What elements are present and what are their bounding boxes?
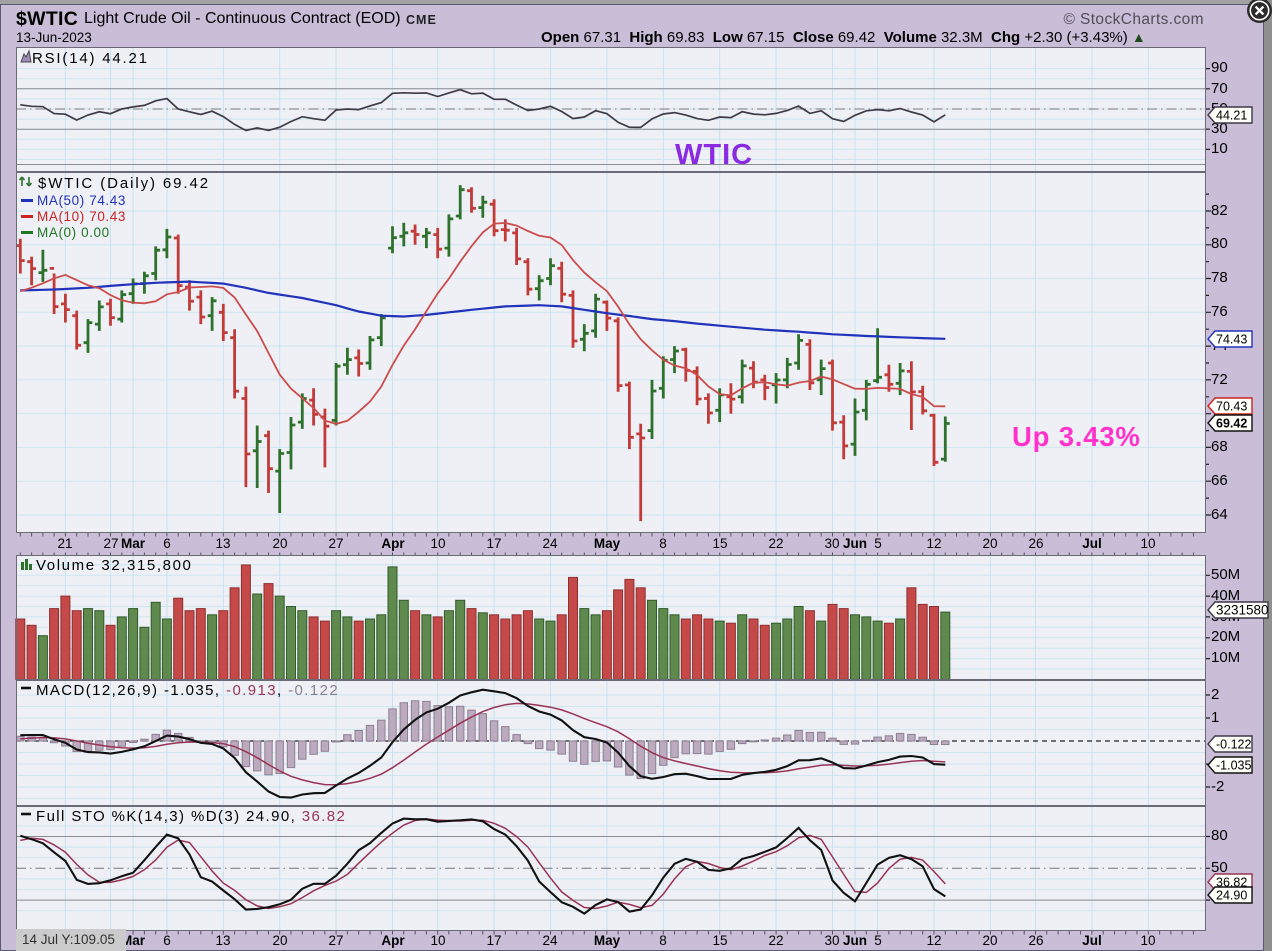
svg-text:24.90: 24.90	[1216, 888, 1247, 902]
svg-text:-0.122: -0.122	[1216, 737, 1251, 751]
svg-text:70.43: 70.43	[1216, 399, 1247, 413]
svg-text:44.21: 44.21	[1216, 108, 1247, 122]
svg-text:74.43: 74.43	[1216, 332, 1247, 346]
svg-text:36.82: 36.82	[1216, 875, 1247, 889]
svg-text:69.42: 69.42	[1216, 416, 1247, 430]
svg-text:3231580: 3231580	[1216, 602, 1269, 617]
svg-text:-1.035: -1.035	[1216, 758, 1251, 772]
